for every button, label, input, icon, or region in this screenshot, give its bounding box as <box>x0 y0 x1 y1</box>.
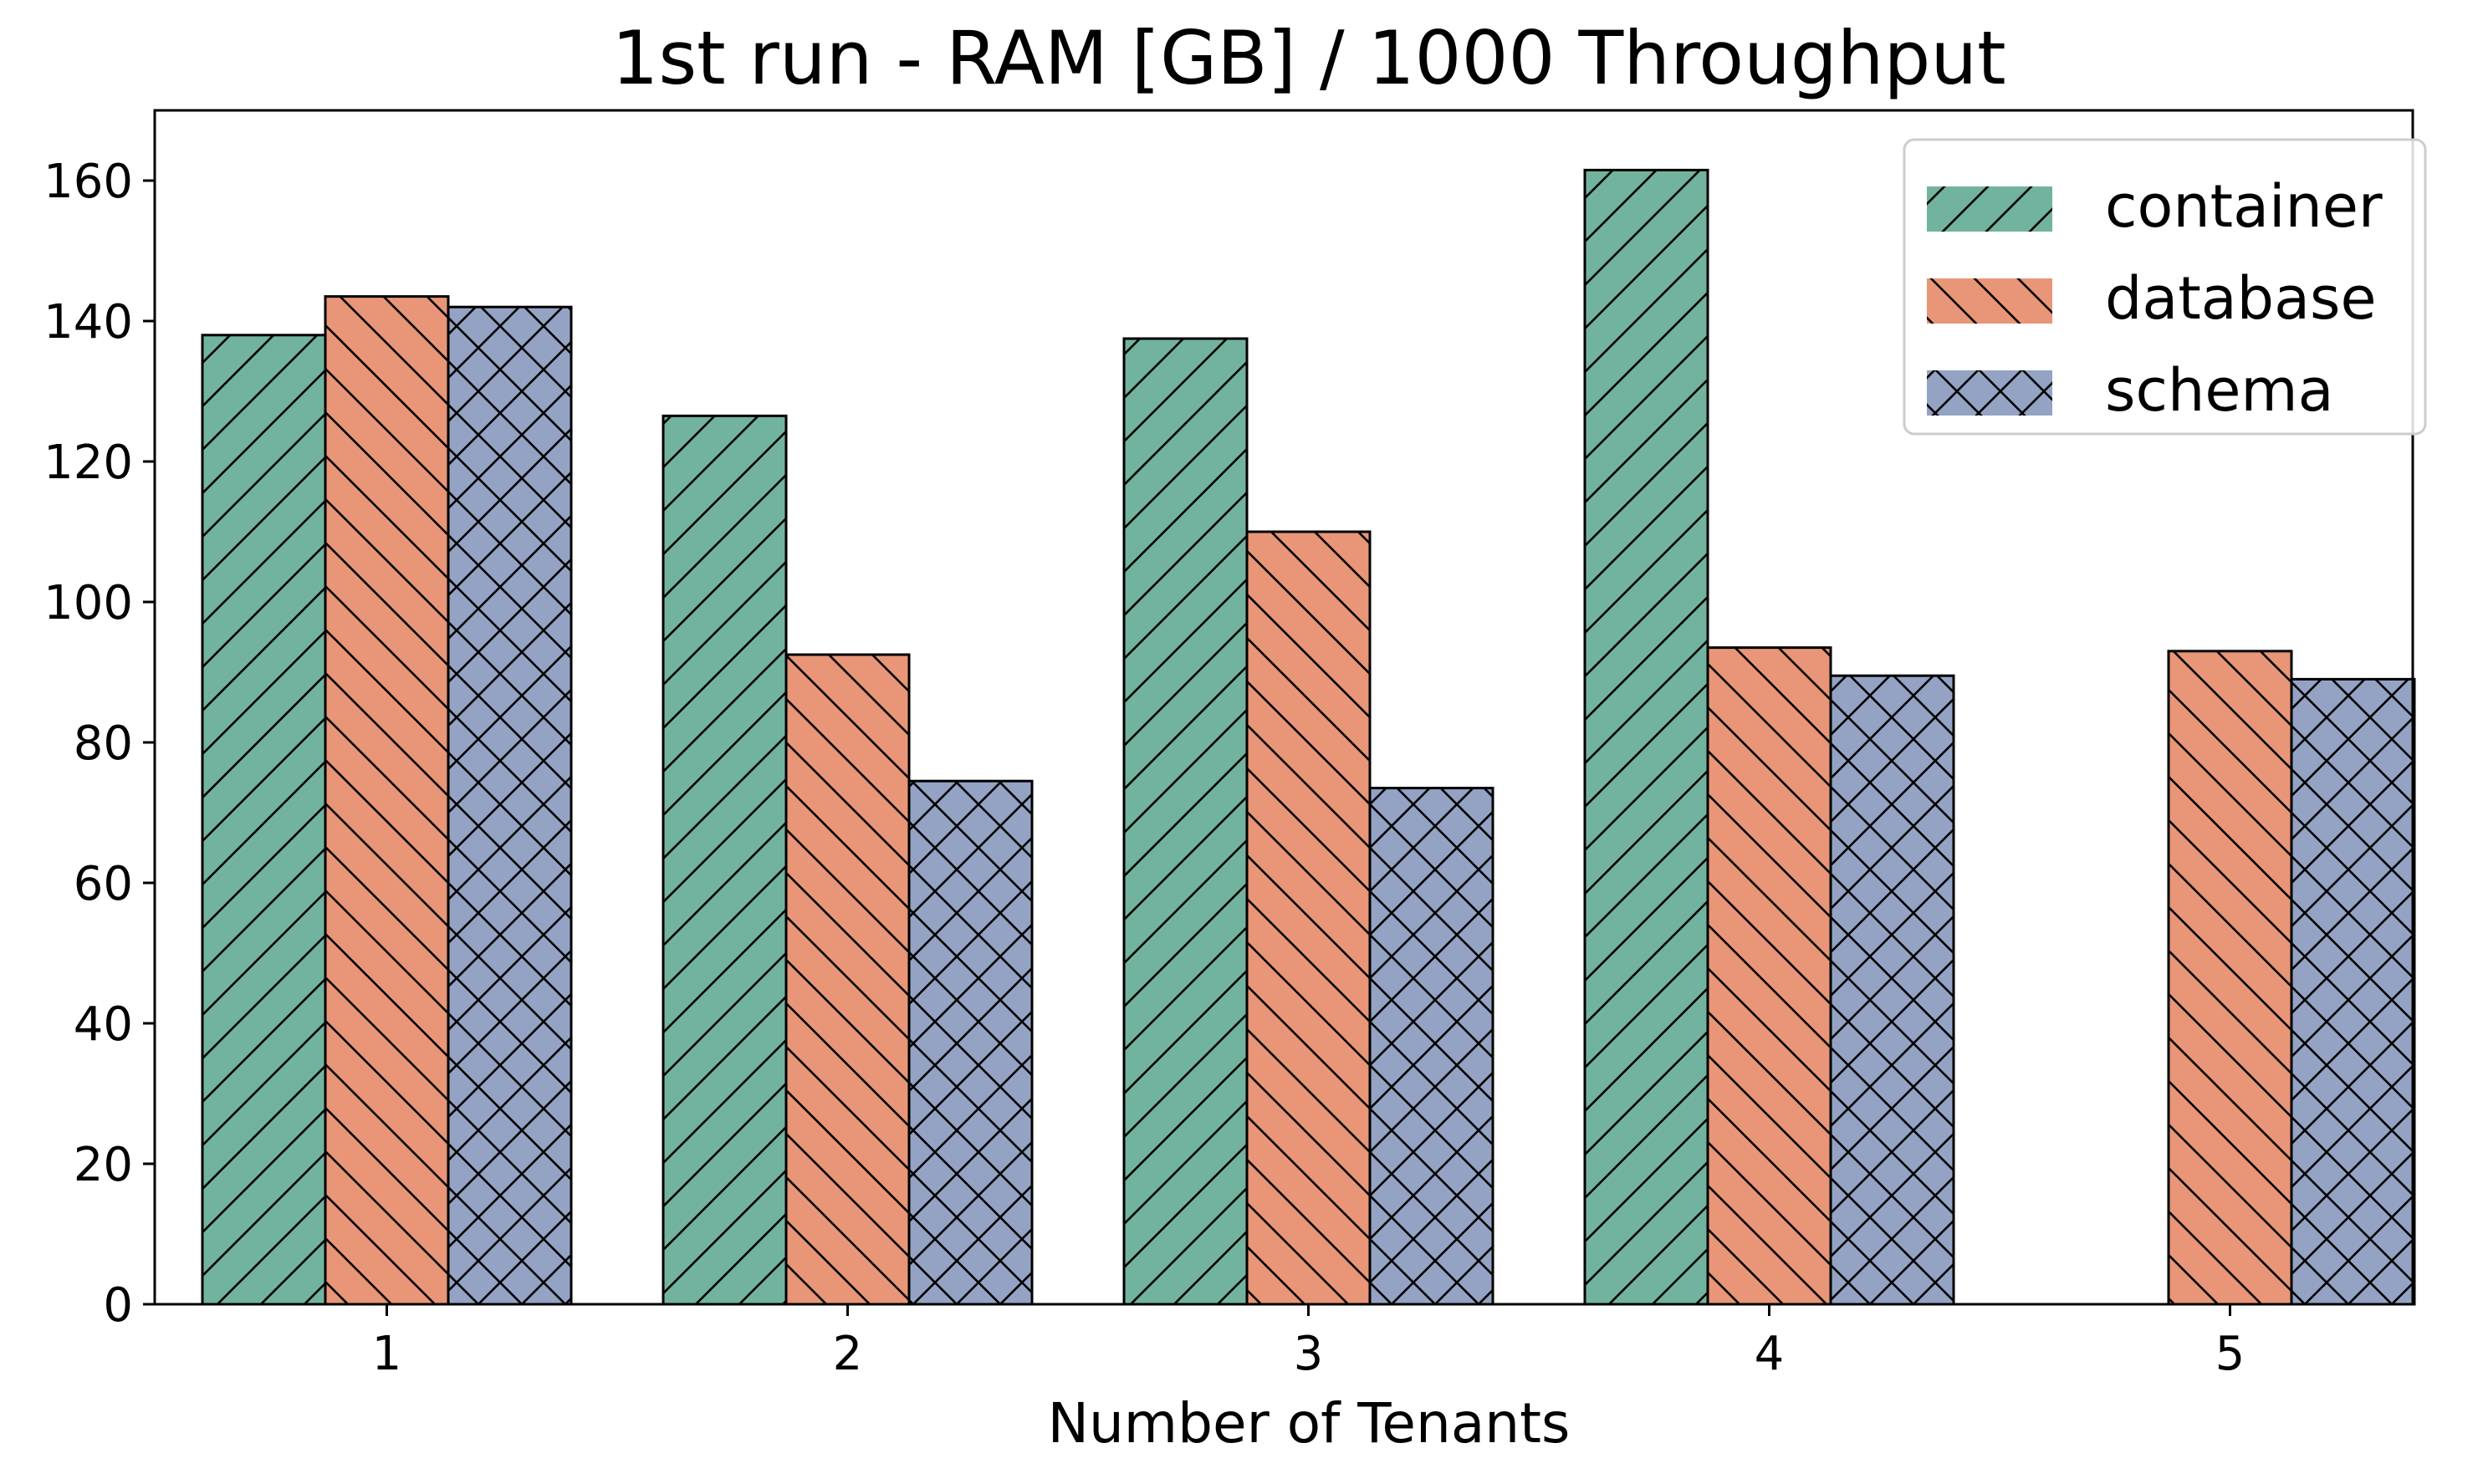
x-tick-label: 3 <box>1294 1327 1324 1381</box>
legend: container database schema <box>1903 138 2427 436</box>
plot-frame <box>153 109 2414 1306</box>
bar-database-3 <box>1245 530 1372 1306</box>
bar-database-1 <box>324 295 450 1306</box>
legend-label-schema: schema <box>2105 356 2333 425</box>
bar-container-1 <box>201 334 327 1306</box>
x-tick-label: 4 <box>1755 1327 1785 1381</box>
bar-schema-4 <box>1829 674 1955 1306</box>
x-tick-label: 5 <box>2215 1327 2245 1381</box>
y-tick-label: 160 <box>43 155 133 209</box>
bar-schema-2 <box>907 779 1034 1306</box>
y-tick-label: 120 <box>43 436 133 490</box>
bars-layer <box>201 168 2416 1306</box>
x-tick-label: 1 <box>372 1327 402 1381</box>
bar-database-4 <box>1706 646 1832 1306</box>
y-tick-label: 40 <box>74 997 133 1052</box>
bar-container-2 <box>662 414 788 1306</box>
bar-schema-5 <box>2290 677 2416 1306</box>
bar-container-3 <box>1122 337 1249 1306</box>
y-tick-label: 60 <box>74 857 133 911</box>
x-axis-label: Number of Tenants <box>1048 1391 1571 1456</box>
y-axis: 0 20 40 60 80 100 120 140 160 <box>43 155 155 1333</box>
y-tick-label: 100 <box>43 576 133 630</box>
y-tick-label: 80 <box>74 717 133 771</box>
bar-schema-1 <box>447 305 573 1306</box>
bar-database-2 <box>784 653 911 1306</box>
x-axis: 1 2 3 4 5 <box>372 1304 2245 1381</box>
bar-schema-3 <box>1368 787 1494 1306</box>
y-tick-label: 20 <box>74 1138 133 1192</box>
x-tick-label: 2 <box>833 1327 863 1381</box>
legend-label-container: container <box>2105 172 2383 241</box>
legend-label-database: database <box>2105 264 2377 333</box>
bar-container-4 <box>1583 168 1709 1306</box>
legend-swatch-database <box>1927 278 2052 324</box>
y-tick-label: 140 <box>43 295 133 349</box>
chart-title: 1st run - RAM [GB] / 1000 Throughput <box>611 15 2005 101</box>
legend-swatch-container <box>1927 186 2052 232</box>
bar-database-5 <box>2167 650 2293 1306</box>
legend-swatch-schema <box>1927 370 2052 416</box>
y-tick-label: 0 <box>103 1278 133 1333</box>
